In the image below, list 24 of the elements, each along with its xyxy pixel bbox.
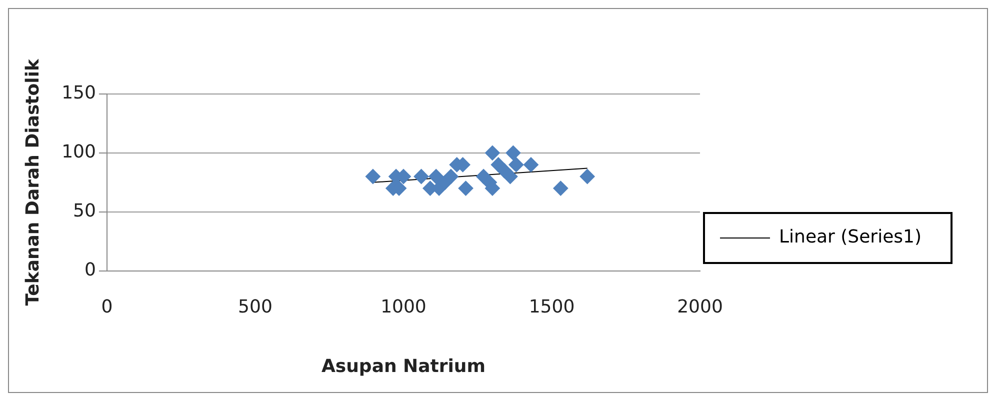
point	[580, 169, 595, 184]
point	[502, 169, 518, 184]
point	[508, 157, 524, 172]
y-tick-label: 150	[62, 82, 96, 104]
x-axis-title: Asupan Natrium	[321, 356, 486, 377]
point	[523, 157, 538, 172]
x-tick-label: 1500	[528, 296, 575, 318]
y-tick-label: 50	[73, 200, 96, 222]
x-tick-label: 2000	[677, 296, 723, 318]
x-tick-label: 500	[238, 296, 272, 318]
y-axis-title: Tekanan Darah Diastolik	[22, 58, 44, 306]
point	[414, 169, 429, 184]
point	[365, 169, 380, 184]
point	[553, 180, 568, 196]
legend-label: Linear (Series1)	[779, 226, 922, 248]
point	[443, 169, 458, 184]
point	[428, 169, 444, 184]
point	[506, 145, 521, 160]
y-tick-label: 100	[62, 142, 96, 163]
point	[458, 180, 474, 196]
x-tick-label: 1000	[380, 296, 426, 318]
x-tick-label: 0	[101, 296, 113, 318]
y-tick-label: 0	[84, 259, 96, 280]
point	[484, 145, 500, 160]
